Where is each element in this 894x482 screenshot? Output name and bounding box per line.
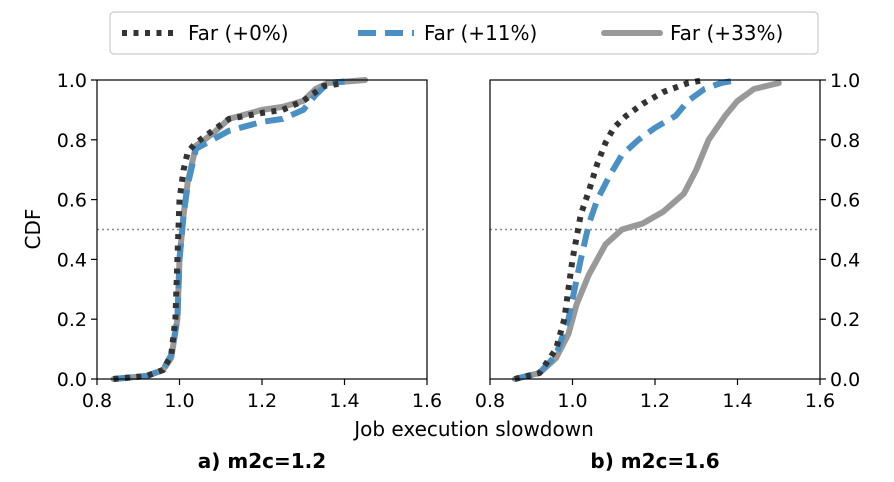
y-tick-label: 1.0 bbox=[830, 70, 860, 92]
y-tick-label: 0.0 bbox=[830, 369, 860, 391]
y-tick-label: 0.6 bbox=[830, 190, 860, 212]
x-tick-label: 1.4 bbox=[329, 390, 359, 412]
legend-entry-1: Far (+11%) bbox=[358, 21, 537, 45]
legend-entry-0: Far (+0%) bbox=[122, 21, 289, 45]
series-line-2 bbox=[511, 80, 782, 382]
x-tick-label: 1.4 bbox=[722, 390, 752, 412]
y-tick-label: 0.2 bbox=[830, 309, 860, 331]
x-tick-label: 1.0 bbox=[557, 390, 587, 412]
y-tick-label: 0.4 bbox=[830, 249, 860, 271]
x-tick-label: 0.8 bbox=[475, 390, 505, 412]
legend-label-2: Far (+33%) bbox=[670, 21, 783, 45]
y-tick-label: 0.4 bbox=[57, 249, 87, 271]
legend-frame bbox=[109, 11, 819, 55]
panel-b: 0.8 1.0 1.2 1.4 1.60.0 0.2 0.4 0.6 0.8 1.0 b) m2c… bbox=[475, 70, 860, 473]
legend-entry-2: Far (+33%) bbox=[601, 21, 783, 45]
x-tick-label: 1.2 bbox=[640, 390, 670, 412]
series-line-0 bbox=[514, 77, 706, 382]
x-tick-label: 1.6 bbox=[412, 390, 442, 412]
series-lines bbox=[511, 77, 782, 382]
y-tick-label: 0.2 bbox=[57, 309, 87, 331]
y-tick-label: 1.0 bbox=[57, 70, 87, 92]
axis-ticks: 0.8 1.0 1.2 1.4 1.6 0.0 0.2 0.4 0.6 0.8 1.0 bbox=[57, 70, 442, 412]
legend-label-0: Far (+0%) bbox=[188, 21, 289, 45]
x-tick-label: 0.8 bbox=[82, 390, 112, 412]
panel-caption: b) m2c=1.6 bbox=[590, 449, 719, 473]
x-tick-label: 1.2 bbox=[247, 390, 277, 412]
y-tick-label: 0.6 bbox=[57, 190, 87, 212]
panel-caption: a) m2c=1.2 bbox=[198, 449, 326, 473]
panel-a: 0.8 1.0 1.2 1.4 1.6 0.0 0.2 0.4 0.6 0.8 1.0 a) m2c… bbox=[57, 70, 442, 473]
y-tick-label: 0.0 bbox=[57, 369, 87, 391]
y-tick-label: 0.8 bbox=[830, 130, 860, 152]
legend: Far (+0%) Far (+11%) Far (+33%) bbox=[109, 11, 819, 55]
x-axis-label: Job execution slowdown bbox=[352, 417, 594, 441]
x-tick-label: 1.0 bbox=[164, 390, 194, 412]
axis-ticks: 0.8 1.0 1.2 1.4 1.60.0 0.2 0.4 0.6 0.8 1.0 bbox=[475, 70, 860, 412]
series-line-1 bbox=[514, 77, 739, 382]
y-tick-label: 0.8 bbox=[57, 130, 87, 152]
x-tick-label: 1.6 bbox=[805, 390, 835, 412]
series-lines bbox=[110, 77, 369, 382]
y-axis-label: CDF bbox=[21, 209, 45, 250]
legend-label-1: Far (+11%) bbox=[424, 21, 537, 45]
series-line-0 bbox=[113, 80, 345, 382]
